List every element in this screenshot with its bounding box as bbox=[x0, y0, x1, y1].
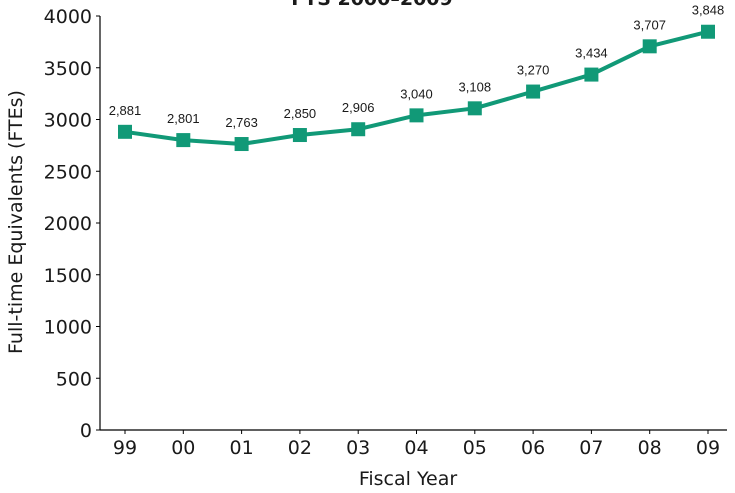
data-point-marker bbox=[118, 124, 132, 139]
y-tick-label: 1000 bbox=[44, 317, 92, 339]
x-tick-label: 03 bbox=[346, 437, 370, 459]
data-point-marker bbox=[526, 84, 541, 99]
y-tick-label: 0 bbox=[80, 420, 92, 442]
data-label: 3,108 bbox=[459, 79, 492, 94]
data-point-marker bbox=[701, 24, 715, 39]
data-label: 3,040 bbox=[400, 86, 433, 101]
x-tick-label: 09 bbox=[696, 437, 720, 459]
x-tick-label: 08 bbox=[638, 437, 662, 459]
x-tick-label: 05 bbox=[463, 437, 487, 459]
data-label: 3,707 bbox=[633, 17, 666, 32]
data-point-marker bbox=[292, 128, 307, 143]
x-axis: 99 00 01 02 03 04 05 06 07 08 09 bbox=[100, 429, 727, 459]
data-point-marker bbox=[584, 67, 599, 82]
data-point-marker bbox=[176, 133, 191, 148]
x-tick-label: 99 bbox=[113, 437, 137, 459]
y-axis: 0 500 1000 1500 2000 2500 3000 3500 4000 bbox=[44, 6, 101, 442]
data-label: 2,906 bbox=[342, 100, 375, 115]
data-point-marker bbox=[351, 122, 366, 137]
y-tick-label: 500 bbox=[56, 368, 92, 390]
chart-title: FTS 2000–2009 bbox=[291, 0, 453, 10]
y-tick-label: 2500 bbox=[44, 161, 92, 183]
data-point-marker bbox=[467, 101, 482, 116]
x-tick-label: 07 bbox=[579, 437, 603, 459]
data-label: 3,434 bbox=[575, 46, 608, 61]
x-tick-label: 00 bbox=[171, 437, 195, 459]
data-label: 2,850 bbox=[284, 106, 317, 121]
x-tick-label: 04 bbox=[404, 437, 428, 459]
x-tick-label: 06 bbox=[521, 437, 545, 459]
x-tick-label: 01 bbox=[230, 437, 254, 459]
data-point-marker bbox=[234, 137, 249, 152]
y-tick-label: 2000 bbox=[44, 213, 92, 235]
data-label: 2,801 bbox=[167, 111, 200, 126]
data-label: 2,763 bbox=[225, 115, 258, 130]
data-point-marker bbox=[409, 108, 424, 123]
data-label: 3,848 bbox=[692, 3, 725, 18]
y-tick-label: 4000 bbox=[44, 6, 92, 28]
y-tick-label: 1500 bbox=[44, 265, 92, 287]
x-axis-title: Fiscal Year bbox=[359, 468, 458, 489]
data-label: 2,881 bbox=[109, 103, 142, 118]
x-tick-label: 02 bbox=[288, 437, 312, 459]
data-point-marker bbox=[642, 39, 657, 54]
y-tick-label: 3000 bbox=[44, 110, 92, 132]
data-label: 3,270 bbox=[517, 63, 550, 78]
y-axis-title: Full-time Equivalents (FTEs) bbox=[5, 90, 27, 354]
series-layer: 2,881 2,801 2,763 2,850 2,906 3,040 3,108 3,270… bbox=[109, 3, 725, 152]
y-tick-label: 3500 bbox=[44, 58, 92, 80]
